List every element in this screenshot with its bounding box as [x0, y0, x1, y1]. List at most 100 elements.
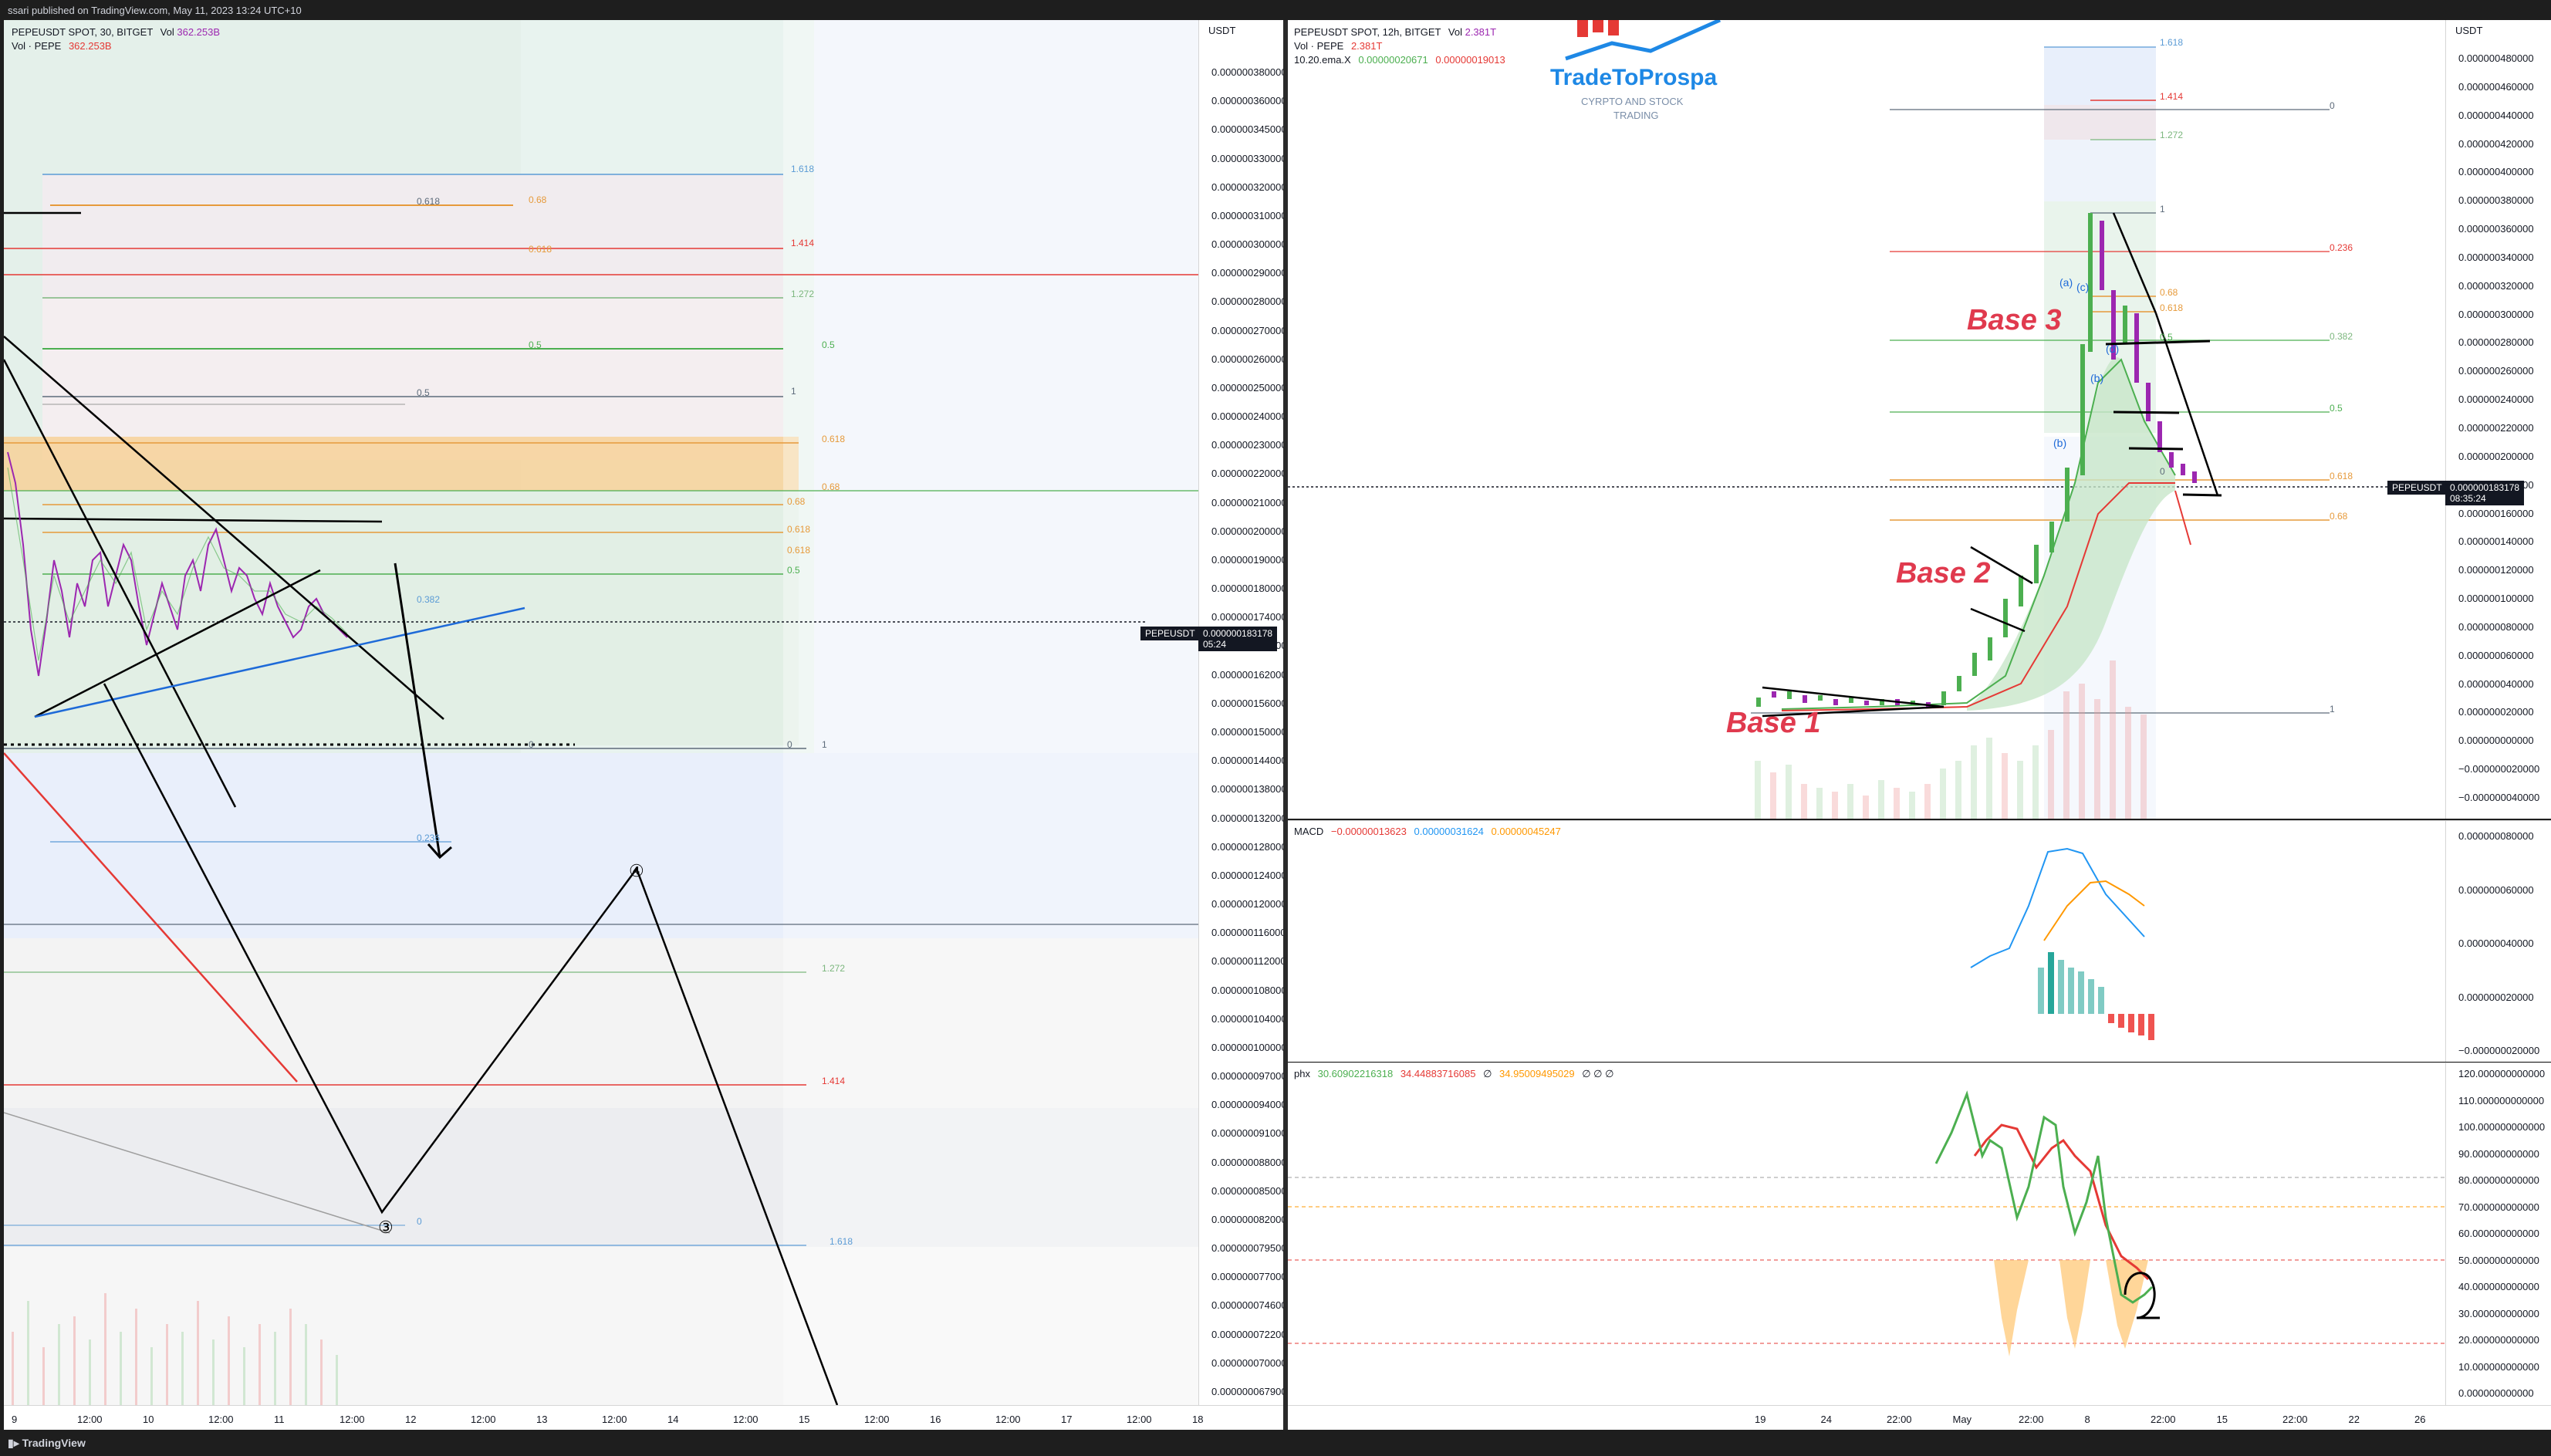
right-price-axis[interactable]: USDT 0.000000480000 0.000000460000 0.00000… [2445, 20, 2551, 819]
fib-level-label: 0.68 [787, 496, 806, 507]
left-chart-drawing [4, 20, 1198, 1405]
left-time-tick: 10 [143, 1414, 154, 1425]
left-time-tick: 12:00 [208, 1414, 234, 1425]
left-price-tick: 0.000000067900 [1211, 1386, 1284, 1397]
left-price-tick: 0.000000156000 [1211, 697, 1284, 709]
left-time-axis[interactable]: 9 12:00 10 12:00 11 12:00 12 12:00 13 12:00 14 12:0… [4, 1405, 1283, 1431]
left-price-tick: 0.000000250000 [1211, 381, 1284, 394]
left-symbol-tag: PEPEUSDT [1140, 627, 1200, 640]
macd-value-1: −0.00000013623 [1330, 826, 1407, 837]
ema-name: 10.20.ema.X [1294, 54, 1351, 66]
left-chart-pane[interactable]: PEPEUSDT SPOT, 30, BITGET Vol 362.253B V… [4, 20, 1198, 1405]
macd-tick: −0.000000020000 [2458, 1045, 2540, 1056]
right-price-tick: 0.000000360000 [2458, 223, 2534, 235]
left-price-tick: 0.000000144000 [1211, 755, 1284, 767]
fib-level-label: 0.618 [417, 196, 441, 207]
phx-pane[interactable]: phx 30.60902216318 34.44883716085 ∅ 34.9… [1288, 1062, 2445, 1406]
left-price-tick: 0.000000108000 [1211, 984, 1284, 996]
right-price-tick: 0.000000020000 [2458, 706, 2534, 718]
wave-d-label: (d) [2106, 343, 2120, 355]
left-time-tick: 12:00 [733, 1414, 759, 1425]
left-price-tick: 0.000000120000 [1211, 898, 1284, 910]
left-vol-value: 362.253B [177, 26, 221, 38]
fib-level-label: 0 [2330, 100, 2335, 111]
base-1-label: Base 1 [1726, 707, 1821, 739]
phx-value-3: ∅ [1483, 1068, 1492, 1079]
macd-pane[interactable]: MACD −0.00000013623 0.00000031624 0.0000… [1288, 820, 2445, 1062]
left-unit-label: USDT [1208, 25, 1236, 36]
macd-tick: 0.000000060000 [2458, 883, 2534, 896]
right-price-tick: 0.000000460000 [2458, 80, 2534, 93]
left-price-tick: 0.000000112000 [1211, 955, 1284, 968]
phx-legend: phx 30.60902216318 34.44883716085 ∅ 34.9… [1294, 1068, 1613, 1080]
left-price-tick: 0.000000097000 [1211, 1070, 1284, 1083]
left-price-tick: 0.000000128000 [1211, 840, 1284, 853]
left-price-tick: 0.000000360000 [1211, 95, 1284, 107]
tradingview-logo[interactable]: ▮▸ TradingView [8, 1437, 86, 1450]
fib-level-label: 1.272 [791, 289, 815, 299]
left-price-tick: 0.000000091000 [1211, 1127, 1284, 1140]
phx-tick: 0.000000000000 [2458, 1387, 2534, 1399]
right-price-tick: 0.000000200000 [2458, 450, 2534, 462]
fib-level-label: 0.618 [787, 524, 811, 535]
right-vol-label: Vol [1448, 26, 1462, 38]
left-price-tick: 0.000000082000 [1211, 1213, 1284, 1225]
base-3-label: Base 3 [1967, 304, 2062, 336]
left-time-tick: 12:00 [995, 1414, 1021, 1425]
fib-level-label: 1.618 [829, 1236, 853, 1247]
phx-tick: 10.000000000000 [2458, 1360, 2539, 1373]
right-price-tick: 0.000000420000 [2458, 137, 2534, 150]
right-symbol-tag: PEPEUSDT [2387, 481, 2447, 495]
phx-tick: 90.000000000000 [2458, 1147, 2539, 1160]
right-price-tick: 0.000000040000 [2458, 677, 2534, 690]
left-price-tick: 0.000000077000 [1211, 1271, 1284, 1283]
phx-tick: 80.000000000000 [2458, 1174, 2539, 1186]
right-time-tick: 22 [2348, 1414, 2360, 1425]
right-price-tick: −0.000000040000 [2458, 792, 2540, 803]
right-price-tick: 0.000000120000 [2458, 564, 2534, 576]
left-price-tick: 0.000000210000 [1211, 496, 1284, 508]
right-price-tick: 0.000000380000 [2458, 194, 2534, 207]
left-price-tick: 0.000000230000 [1211, 439, 1284, 451]
left-time-tick: 12:00 [602, 1414, 627, 1425]
left-time-tick: 11 [274, 1414, 285, 1425]
phx-tick: 20.000000000000 [2458, 1334, 2539, 1346]
left-price-tick: 0.000000220000 [1211, 468, 1284, 480]
right-price-tick: 0.000000080000 [2458, 620, 2534, 633]
macd-legend: MACD −0.00000013623 0.00000031624 0.0000… [1294, 826, 1561, 837]
wave-a-label: (a) [2059, 276, 2073, 289]
left-price-tick: 0.000000330000 [1211, 152, 1284, 164]
right-legend-line2: Vol · PEPE 2.381T [1294, 40, 1382, 52]
left-time-tick: 12:00 [864, 1414, 890, 1425]
right-price-tick: 0.000000400000 [2458, 166, 2534, 178]
macd-value-3: 0.00000045247 [1491, 826, 1561, 837]
phx-value-4: 34.95009495029 [1499, 1068, 1575, 1079]
right-symbol: PEPEUSDT SPOT, 12h, BITGET [1294, 26, 1441, 38]
left-time-tick: 14 [667, 1414, 679, 1425]
right-time-tick: 19 [1755, 1414, 1766, 1425]
right-time-tick: 22:00 [2151, 1414, 2176, 1425]
left-price-tick: 0.000000300000 [1211, 238, 1284, 251]
right-price-tick: 0.000000100000 [2458, 593, 2534, 605]
left-price-tick: 0.000000320000 [1211, 181, 1284, 193]
macd-axis[interactable]: 0.000000080000 0.000000060000 0.0000000400… [2445, 820, 2551, 1062]
right-price-value: 0.000000183178 [2450, 482, 2520, 493]
right-price-tick: 0.000000060000 [2458, 649, 2534, 661]
left-price-tick: 0.000000094000 [1211, 1099, 1284, 1111]
fib-level-label: 1 [822, 739, 827, 750]
right-time-axis[interactable]: 19 24 22:00 May 22:00 8 22:00 15 22:00 22 26 [1288, 1405, 2551, 1431]
left-price-tick: 0.000000150000 [1211, 726, 1284, 738]
right-vol-row-name: Vol · PEPE [1294, 40, 1344, 52]
macd-tick: 0.000000020000 [2458, 991, 2534, 1003]
left-time-tick: 16 [930, 1414, 941, 1425]
left-price-axis[interactable]: USDT 0.000000380000 0.000000360000 0.00000… [1198, 20, 1284, 1405]
right-chart-pane[interactable]: PEPEUSDT SPOT, 12h, BITGET Vol 2.381T Vo… [1288, 20, 2445, 819]
phx-axis[interactable]: 120.000000000000 110.000000000000 100.0000… [2445, 1062, 2551, 1406]
phx-tick: 120.000000000000 [2458, 1068, 2546, 1079]
left-price-tick: 0.000000200000 [1211, 525, 1284, 537]
left-price-tick: 0.000000190000 [1211, 553, 1284, 566]
base-2-label: Base 2 [1896, 557, 1991, 589]
left-price-tick: 0.000000072200 [1211, 1328, 1284, 1340]
wave-b-label: (b) [2053, 437, 2067, 449]
fib-level-label: 0.68 [2160, 287, 2178, 298]
